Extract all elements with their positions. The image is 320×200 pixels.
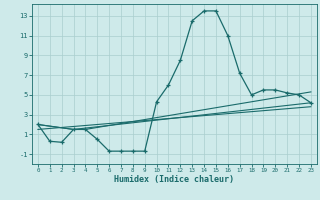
X-axis label: Humidex (Indice chaleur): Humidex (Indice chaleur) [115,175,234,184]
